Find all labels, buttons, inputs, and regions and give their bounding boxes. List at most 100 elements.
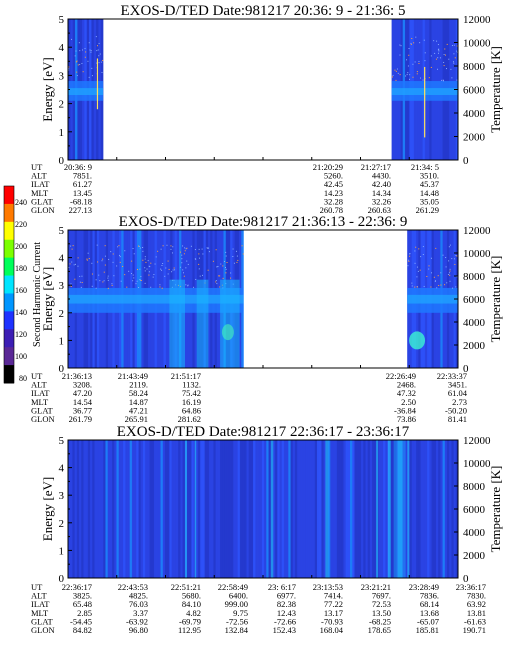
spectral-column (87, 440, 91, 578)
ephemeris-value: 36.77 (73, 405, 92, 415)
ephemeris-value: -72.56 (226, 616, 248, 626)
spectral-column (288, 440, 291, 578)
flux-speck (454, 263, 456, 265)
flux-speck (75, 61, 77, 63)
y-tick-label: 4 (59, 42, 65, 54)
flux-speck (79, 281, 81, 283)
flux-speck (88, 258, 90, 260)
flux-speck (420, 77, 422, 79)
flux-speck (232, 256, 234, 258)
y2-tick-label: 2000 (463, 340, 486, 352)
flux-speck (96, 244, 98, 246)
colorbar-swatch (4, 186, 14, 205)
spectral-column (341, 440, 344, 578)
flux-speck (422, 254, 424, 256)
spectral-column (314, 440, 318, 578)
spectral-column (248, 440, 252, 578)
flux-speck (420, 256, 422, 258)
flux-speck (225, 251, 227, 253)
spectral-column (186, 440, 190, 578)
spectral-column (442, 440, 446, 578)
spectral-column (422, 440, 426, 578)
flux-speck (207, 269, 209, 271)
flux-speck (131, 260, 133, 262)
spectral-column (354, 440, 357, 578)
ephemeris-value: 132.84 (225, 625, 249, 635)
flux-speck (98, 42, 100, 44)
flux-speck (407, 265, 409, 267)
spectral-column (242, 440, 245, 578)
ephemeris-value: 20:36: 9 (64, 162, 92, 172)
spectral-column (101, 440, 104, 578)
ephemeris-value: 2.73 (452, 397, 467, 407)
flux-speck (230, 277, 232, 279)
flux-speck (442, 79, 444, 81)
spectral-column (308, 440, 311, 578)
ephemeris-value: 68.14 (420, 599, 440, 609)
bright-streak (407, 440, 410, 578)
spectral-column (158, 440, 161, 578)
ephemeris-row-label: UT (31, 582, 43, 592)
spectral-column (171, 440, 175, 578)
spectral-column (420, 440, 424, 578)
flux-speck (395, 70, 397, 72)
flux-speck (230, 272, 232, 274)
ephemeris-value: 5680. (182, 591, 201, 601)
ephemeris-value: 2.85 (77, 608, 92, 618)
colorbar-swatch (4, 293, 14, 312)
flux-speck (443, 61, 445, 63)
flux-speck (416, 286, 418, 288)
flux-speck (237, 259, 239, 261)
flux-speck (453, 61, 455, 63)
flux-speck (95, 36, 97, 38)
spectral-column (281, 440, 285, 578)
colorbar-tick-label: 200 (15, 242, 27, 251)
flux-speck (68, 267, 70, 269)
flux-speck (87, 252, 89, 254)
flux-speck (159, 286, 161, 288)
spectral-column (70, 440, 73, 578)
spectral-column (206, 440, 210, 578)
flux-speck (112, 261, 114, 263)
spectral-column (85, 440, 89, 578)
spectral-column (418, 440, 421, 578)
bright-patch (169, 279, 185, 368)
flux-speck (144, 282, 146, 284)
flux-speck (96, 62, 98, 64)
flux-speck (103, 271, 105, 273)
y-tick-label: 2 (59, 518, 65, 530)
spectral-column (316, 440, 320, 578)
bright-patch (221, 324, 234, 341)
flux-speck (415, 36, 417, 38)
spectral-column (411, 440, 415, 578)
spectral-column (120, 440, 124, 578)
colorbar-swatch (4, 347, 14, 366)
flux-speck (186, 247, 188, 249)
bright-patch (220, 279, 240, 368)
ephemeris-value: 261.79 (69, 414, 92, 424)
flux-speck (162, 263, 164, 265)
spectral-column (151, 440, 155, 578)
flux-speck (418, 60, 420, 62)
ephemeris-value: 42.45 (324, 179, 343, 189)
ephemeris-value: 61.04 (448, 388, 468, 398)
flux-speck (219, 286, 221, 288)
flux-speck (435, 280, 437, 282)
energy-band-core (68, 88, 104, 95)
ephemeris-value: 4825. (129, 591, 148, 601)
flux-speck (449, 270, 451, 272)
ephemeris-value: 3510. (420, 171, 439, 181)
ephemeris-value: 265.91 (125, 414, 148, 424)
y2-tick-label: 6000 (463, 294, 486, 306)
flux-speck (411, 285, 413, 287)
flux-speck (198, 253, 200, 255)
flux-speck (448, 260, 450, 262)
flux-speck (215, 281, 217, 283)
ephemeris-row-label: MLT (31, 608, 49, 618)
y2-tick-label: 8000 (463, 61, 486, 73)
ephemeris-value: 261.29 (416, 205, 439, 215)
flux-speck (198, 257, 200, 259)
ephemeris-row-label: GLON (31, 625, 55, 635)
spectral-column (90, 440, 93, 578)
